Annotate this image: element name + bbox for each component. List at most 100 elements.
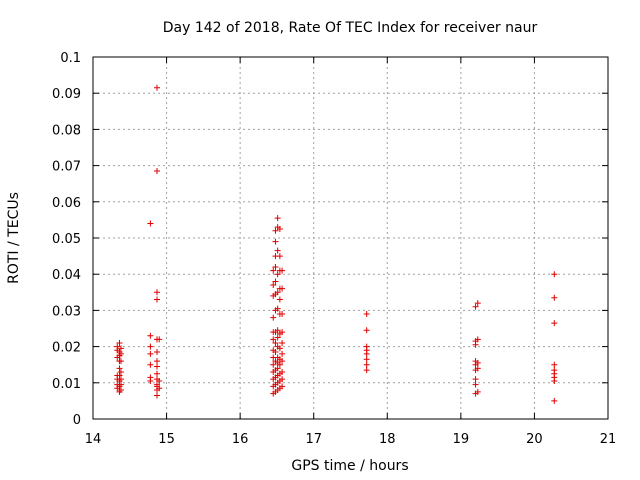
data-point xyxy=(474,359,481,366)
data-point xyxy=(363,311,370,318)
data-point xyxy=(274,289,281,296)
data-point xyxy=(279,311,286,318)
data-point xyxy=(154,349,161,356)
x-tick-label: 21 xyxy=(600,432,617,447)
x-tick-label: 14 xyxy=(85,432,102,447)
data-point xyxy=(363,356,370,363)
data-point xyxy=(147,220,154,227)
data-point xyxy=(270,336,277,343)
data-point xyxy=(472,381,479,388)
y-tick-label: 0.04 xyxy=(52,268,81,283)
data-point xyxy=(279,376,286,383)
data-point xyxy=(276,361,283,368)
data-point xyxy=(117,345,124,352)
data-point xyxy=(279,267,286,274)
axis-ticks: 14 15 16 17 18 19 20 21 0 0.01 0.02 0.03 0.04 0.05 0.0… xyxy=(52,51,616,447)
data-point xyxy=(117,358,124,365)
data-point xyxy=(363,361,370,368)
data-point xyxy=(156,336,163,343)
data-point xyxy=(116,365,123,372)
data-point xyxy=(117,387,124,394)
data-point xyxy=(154,296,161,303)
data-point xyxy=(551,294,558,301)
data-point xyxy=(474,336,481,343)
data-point xyxy=(154,392,161,399)
data-point xyxy=(276,225,283,232)
data-point xyxy=(474,300,481,307)
data-point xyxy=(279,329,286,336)
data-point xyxy=(116,339,123,346)
data-point xyxy=(363,367,370,374)
data-point xyxy=(274,305,281,312)
data-point xyxy=(154,363,161,370)
data-point xyxy=(270,282,277,289)
x-tick-label: 20 xyxy=(526,432,543,447)
data-point xyxy=(276,253,283,260)
y-tick-label: 0.07 xyxy=(52,160,81,175)
data-point xyxy=(272,263,279,270)
data-point xyxy=(279,368,286,375)
x-tick-label: 19 xyxy=(453,432,470,447)
data-point xyxy=(472,303,479,310)
data-point xyxy=(270,267,277,274)
data-point xyxy=(147,361,154,368)
x-tick-label: 16 xyxy=(232,432,249,447)
x-tick-label: 18 xyxy=(379,432,396,447)
data-point xyxy=(272,238,279,245)
data-point xyxy=(117,376,124,383)
data-point xyxy=(147,343,154,350)
data-points xyxy=(114,84,558,404)
data-point xyxy=(279,358,286,365)
data-point xyxy=(551,367,558,374)
x-tick-label: 17 xyxy=(305,432,322,447)
data-point xyxy=(272,339,279,346)
data-point xyxy=(147,374,154,381)
data-point xyxy=(551,397,558,404)
x-tick-label: 15 xyxy=(158,432,175,447)
data-point xyxy=(279,285,286,292)
data-point xyxy=(472,376,479,383)
data-point xyxy=(270,361,277,368)
data-point xyxy=(156,385,163,392)
data-point xyxy=(274,327,281,334)
data-point xyxy=(474,365,481,372)
data-point xyxy=(154,370,161,377)
x-axis-label: GPS time / hours xyxy=(291,458,408,474)
data-point xyxy=(270,314,277,321)
data-point xyxy=(274,215,281,222)
data-point xyxy=(154,289,161,296)
grid xyxy=(93,57,608,419)
data-point xyxy=(274,247,281,254)
data-point xyxy=(272,278,279,285)
data-point xyxy=(154,84,161,91)
y-axis-label: ROTI / TECUs xyxy=(6,192,22,284)
data-point xyxy=(363,327,370,334)
data-point xyxy=(154,168,161,175)
y-tick-label: 0 xyxy=(73,413,81,428)
data-point xyxy=(279,350,286,357)
data-point xyxy=(363,343,370,350)
data-point xyxy=(117,350,124,357)
data-point xyxy=(276,345,283,352)
data-point xyxy=(147,350,154,357)
data-point xyxy=(156,377,163,384)
data-point xyxy=(274,365,281,372)
data-point xyxy=(551,271,558,278)
data-point xyxy=(117,381,124,388)
chart-title: Day 142 of 2018, Rate Of TEC Index for r… xyxy=(163,20,538,36)
plot-frame xyxy=(92,56,609,420)
data-point xyxy=(551,361,558,368)
data-point xyxy=(279,383,286,390)
data-point xyxy=(154,358,161,365)
y-tick-label: 0.05 xyxy=(52,232,81,247)
y-tick-label: 0.01 xyxy=(52,377,81,392)
data-point xyxy=(274,334,281,341)
y-tick-label: 0.08 xyxy=(52,123,81,138)
y-tick-label: 0.06 xyxy=(52,196,81,211)
data-point xyxy=(114,343,121,350)
data-point xyxy=(147,332,154,339)
data-point xyxy=(276,296,283,303)
data-point xyxy=(116,372,123,379)
y-tick-label: 0.1 xyxy=(60,51,81,66)
